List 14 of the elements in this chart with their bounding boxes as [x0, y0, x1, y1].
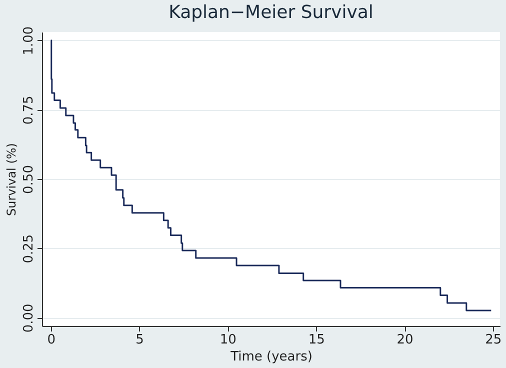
y-tick-label: 1.00 [22, 26, 36, 56]
y-tick-label: 0.75 [22, 96, 36, 125]
x-axis-title: Time (years) [230, 350, 312, 364]
x-tick-label: 20 [396, 332, 414, 348]
y-tick-label: 0.50 [22, 165, 36, 194]
y-tick-label: 0.00 [22, 304, 36, 333]
x-tick-label: 0 [47, 332, 56, 348]
x-tick-label: 15 [308, 332, 325, 348]
x-tick-label: 5 [136, 332, 144, 348]
y-axis-title: Survival (%) [4, 143, 18, 216]
x-tick-label: 10 [220, 332, 236, 348]
x-tick-label: 25 [485, 332, 502, 348]
chart-title: Kaplan−Meier Survival [168, 2, 374, 23]
y-tick-label: 0.25 [22, 234, 36, 264]
